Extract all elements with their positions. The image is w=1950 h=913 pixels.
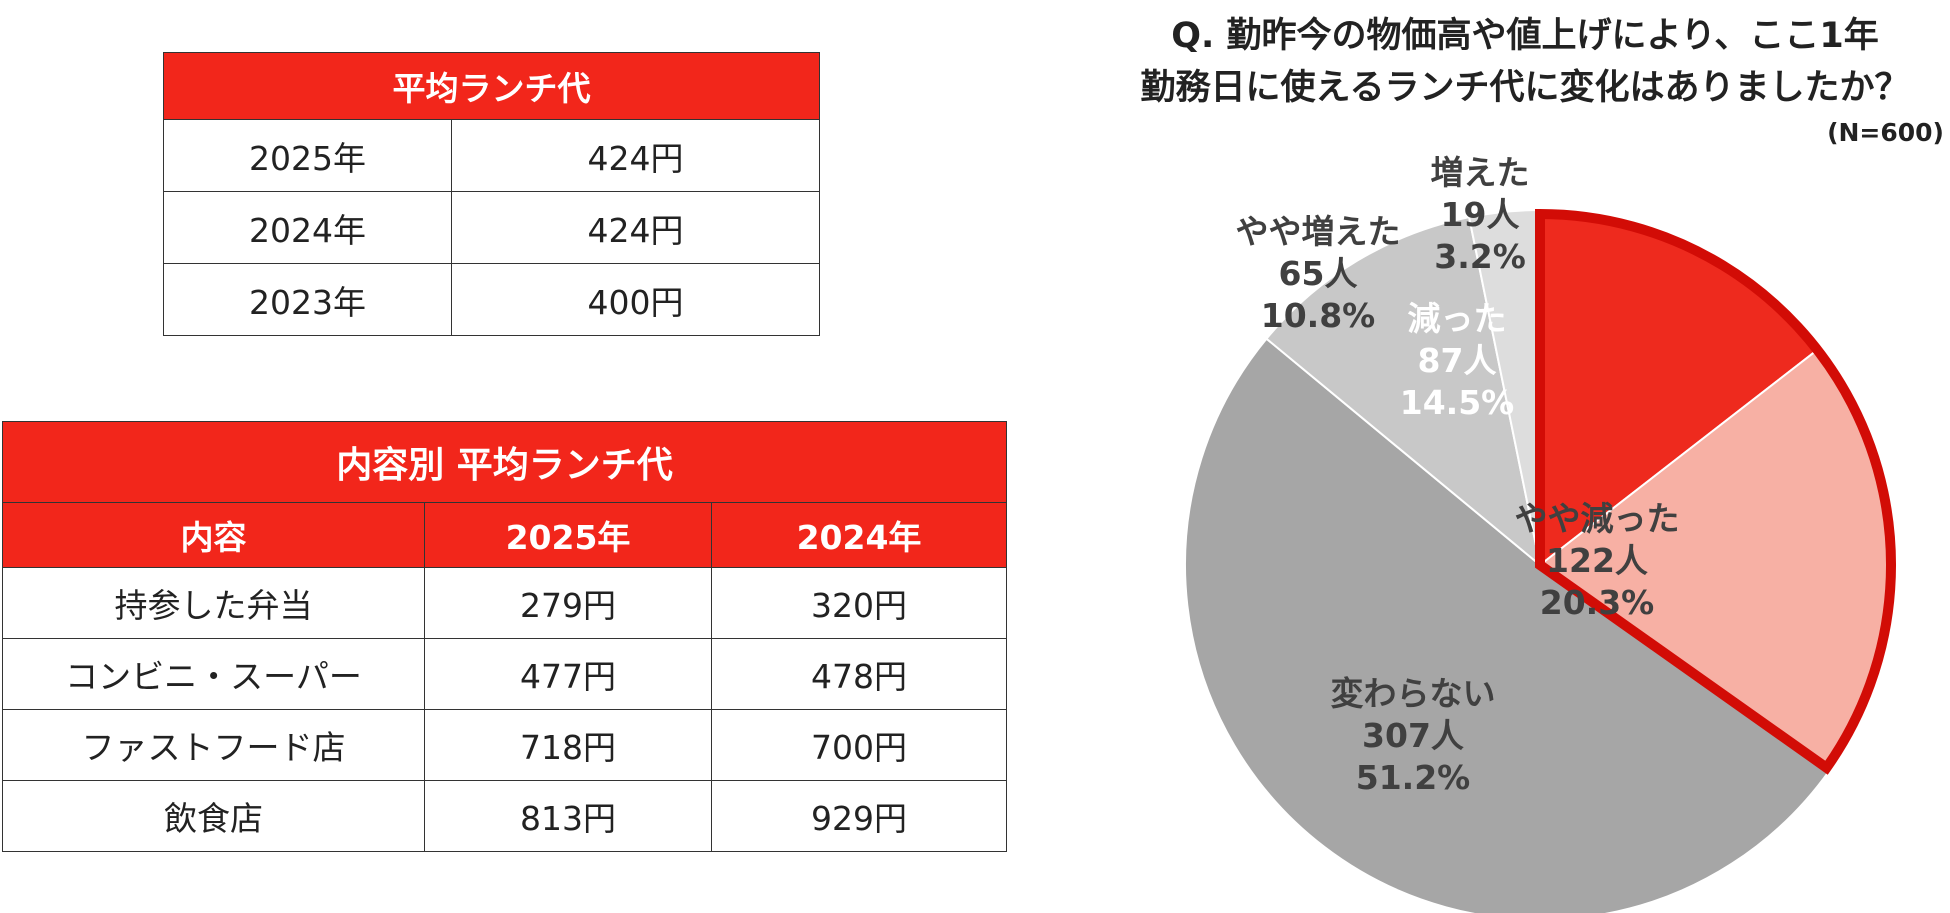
- value-2024-cell: 320円: [711, 567, 1007, 639]
- slice-count: 122人: [1546, 541, 1648, 580]
- value-2025-cell: 477円: [424, 638, 712, 710]
- year-cell: 2023年: [163, 263, 452, 336]
- slice-label-decreased: 減った 87人 14.5%: [1400, 299, 1515, 422]
- table-row: 2025年 424円: [163, 119, 820, 192]
- slice-percent: 14.5%: [1400, 383, 1515, 422]
- slice-name: 減った: [1408, 299, 1507, 338]
- table-row: コンビニ・スーパー 477円 478円: [2, 638, 1007, 710]
- value-cell: 424円: [451, 191, 820, 264]
- value-cell: 400円: [451, 263, 820, 336]
- chart-title-line-2: 勤務日に使えるランチ代に変化はありましたか？: [1140, 68, 1910, 108]
- category-table-title: 内容別 平均ランチ代: [2, 421, 1007, 503]
- column-header-item: 内容: [2, 502, 425, 568]
- slice-label-increased: 増えた 19人 3.2%: [1431, 153, 1530, 276]
- slice-label-unchanged: 変わらない 307人 51.2%: [1331, 674, 1496, 797]
- slice-percent: 3.2%: [1434, 237, 1526, 276]
- chart-title-line-1: Q. 勤昨今の物価高や値上げにより、ここ1年: [1171, 16, 1879, 56]
- value-2025-cell: 718円: [424, 709, 712, 781]
- slice-name: やや減った: [1515, 499, 1680, 538]
- item-cell: ファストフード店: [2, 709, 425, 781]
- column-header-2024: 2024年: [711, 502, 1007, 568]
- pie-slice-unchanged: [1184, 337, 1832, 913]
- year-cell: 2025年: [163, 119, 452, 192]
- value-2024-cell: 478円: [711, 638, 1007, 710]
- item-cell: 持参した弁当: [2, 567, 425, 639]
- slice-name: 増えた: [1431, 153, 1530, 192]
- value-cell: 424円: [451, 119, 820, 192]
- slice-name: やや増えた: [1236, 212, 1401, 251]
- value-2025-cell: 813円: [424, 780, 712, 852]
- table-row: 2024年 424円: [163, 191, 820, 264]
- table-row: 飲食店 813円 929円: [2, 780, 1007, 852]
- item-cell: コンビニ・スーパー: [2, 638, 425, 710]
- pie-chart: 減った 87人 14.5%やや減った 122人 20.3%変わらない 307人 51.2%や…: [1184, 153, 1897, 913]
- average-lunch-table-title: 平均ランチ代: [163, 52, 820, 120]
- slice-percent: 51.2%: [1356, 758, 1471, 797]
- year-cell: 2024年: [163, 191, 452, 264]
- slice-name: 変わらない: [1331, 674, 1496, 713]
- slice-count: 19人: [1441, 195, 1520, 234]
- slice-count: 65人: [1279, 254, 1358, 293]
- category-lunch-table: 内容別 平均ランチ代 内容 2025年 2024年 持参した弁当 279円 32…: [2, 421, 1007, 852]
- slice-percent: 20.3%: [1540, 583, 1655, 622]
- value-2024-cell: 700円: [711, 709, 1007, 781]
- value-2024-cell: 929円: [711, 780, 1007, 852]
- pie-slice-slightly-increased: [1265, 215, 1542, 568]
- highlight-outline: [1535, 208, 1897, 775]
- chart-title: Q. 勤昨今の物価高や値上げにより、ここ1年 勤務日に使えるランチ代に変化はあり…: [1100, 10, 1950, 114]
- slice-count: 307人: [1362, 716, 1464, 755]
- slice-percent: 10.8%: [1261, 296, 1376, 335]
- slice-label-slightly-decreased: やや減った 122人 20.3%: [1515, 499, 1680, 622]
- table-row: 持参した弁当 279円 320円: [2, 567, 1007, 639]
- sample-size-label: (N=600): [1827, 118, 1944, 147]
- header-row: 内容 2025年 2024年: [2, 502, 1007, 568]
- column-header-2025: 2025年: [424, 502, 712, 568]
- value-2025-cell: 279円: [424, 567, 712, 639]
- slice-count: 87人: [1418, 341, 1497, 380]
- item-cell: 飲食店: [2, 780, 425, 852]
- table-row: ファストフード店 718円 700円: [2, 709, 1007, 781]
- average-lunch-table: 平均ランチ代 2025年 424円 2024年 424円 2023年 400円: [163, 52, 820, 336]
- slice-label-slightly-increased: やや増えた 65人 10.8%: [1236, 212, 1401, 335]
- table-row: 2023年 400円: [163, 263, 820, 336]
